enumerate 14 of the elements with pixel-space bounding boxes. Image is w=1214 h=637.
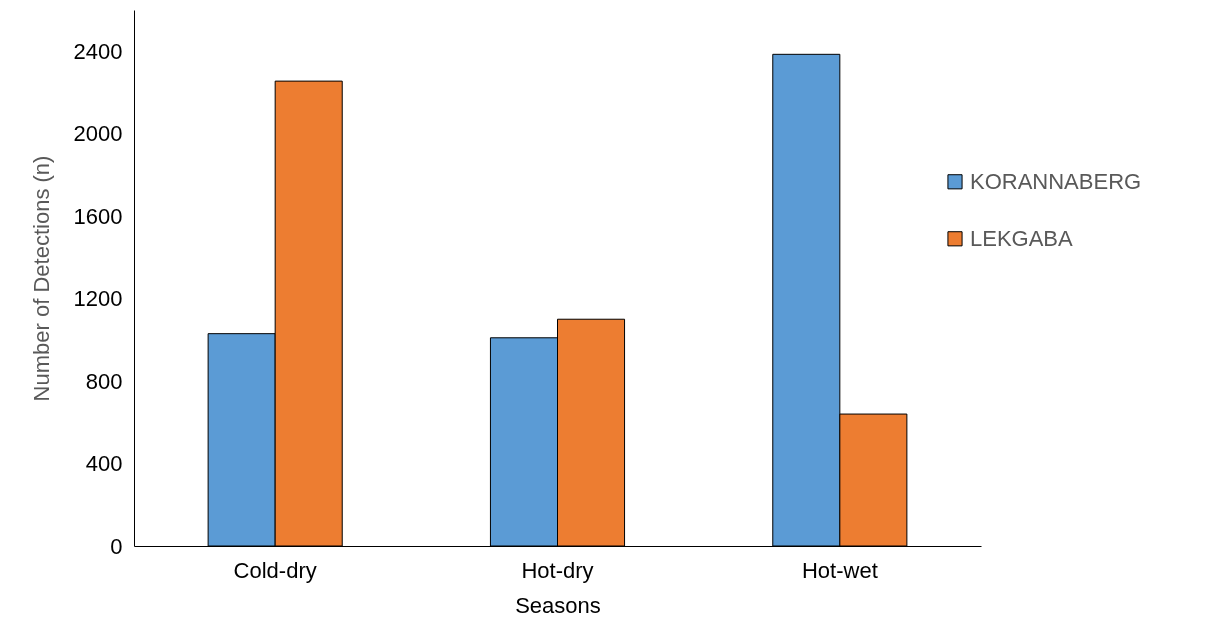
x-tick-label: Hot-wet xyxy=(801,557,878,583)
y-tick-label: 1200 xyxy=(73,286,123,312)
y-tick-label: 0 xyxy=(110,533,123,559)
x-tick-label: Hot-dry xyxy=(521,557,594,583)
x-axis-title: Seasons xyxy=(515,592,601,618)
y-axis-title: Number of Detections (n) xyxy=(28,155,54,402)
y-tick-label: 800 xyxy=(85,368,123,394)
x-tick-label: Cold-dry xyxy=(233,557,317,583)
y-tick-label: 400 xyxy=(85,451,123,477)
legend-label: LEKGABA xyxy=(970,225,1074,251)
y-tick-label: 2000 xyxy=(73,121,123,147)
y-tick-label: 2400 xyxy=(73,38,123,64)
legend-label: KORANNABERG xyxy=(970,168,1142,194)
y-tick-label: 1600 xyxy=(73,203,123,229)
